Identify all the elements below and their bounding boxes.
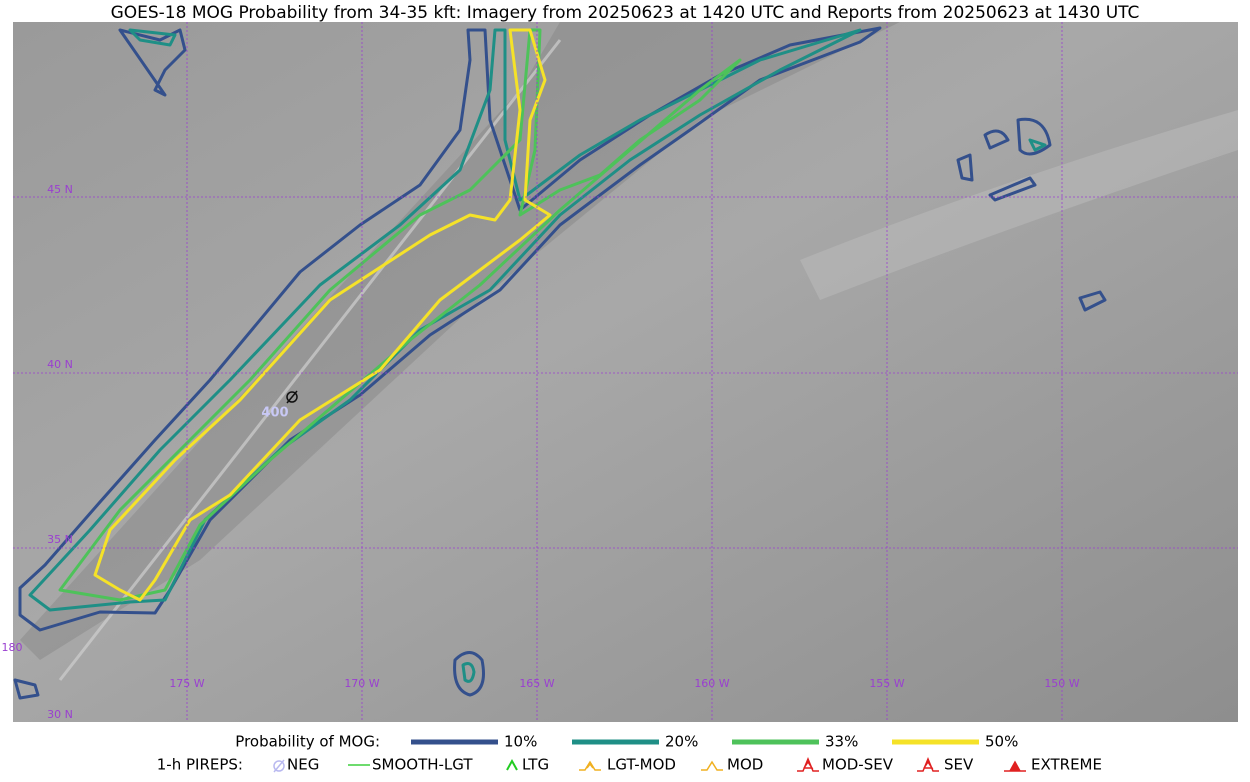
legend-label: EXTREME <box>1031 756 1102 774</box>
lon-label: 175 W <box>169 677 204 690</box>
map: 45 N 40 N 35 N 30 N 180 175 W 170 W 165 W 160 W 1… <box>2 22 1238 722</box>
lat-label: 35 N <box>47 533 73 546</box>
legend-label: MOD-SEV <box>822 756 894 774</box>
legend-title: Probability of MOG: <box>235 733 380 751</box>
legend-label: LGT-MOD <box>607 756 676 774</box>
legend-label: 20% <box>665 733 698 751</box>
geo-labels: 45 N 40 N 35 N 30 N 180 175 W 170 W 165 W 160 W 1… <box>2 183 1080 721</box>
pirep-icon <box>917 757 939 772</box>
lon-label: 155 W <box>869 677 904 690</box>
dry-band <box>20 22 900 660</box>
pirep-icon <box>797 757 819 772</box>
lon-label: 165 W <box>519 677 554 690</box>
legend: Probability of MOG: 10% 20% 33% 50% 1-h PIREP… <box>157 733 1102 774</box>
pirep-report: 400 <box>261 390 298 421</box>
legend-label: 10% <box>504 733 537 751</box>
pirep-icon <box>579 760 601 771</box>
legend-label: LTG <box>522 756 549 774</box>
icon <box>273 760 285 772</box>
legend-label: SEV <box>944 756 974 774</box>
contours <box>13 26 1107 700</box>
lat-label: 30 N <box>47 708 73 721</box>
icon <box>1004 760 1026 772</box>
lat-label: 40 N <box>47 358 73 371</box>
lon-label: 180 <box>2 641 23 654</box>
legend-label: NEG <box>287 756 319 774</box>
report-label: 400 <box>261 406 288 421</box>
icon <box>273 759 285 773</box>
legend-label: 50% <box>985 733 1018 751</box>
icon <box>579 760 601 771</box>
legend-label: 33% <box>825 733 858 751</box>
neg-icon <box>286 391 298 403</box>
legend-label: SMOOTH-LGT <box>372 756 473 774</box>
pirep-icon <box>506 758 518 771</box>
graticule <box>13 22 1238 722</box>
lat-label: 45 N <box>47 183 73 196</box>
neg-icon-slash <box>286 390 298 404</box>
legend-label: MOD <box>727 756 763 774</box>
cloud <box>800 110 1238 300</box>
lon-label: 150 W <box>1044 677 1079 690</box>
legend-title: 1-h PIREPS: <box>157 756 243 774</box>
jet-streak <box>58 39 562 681</box>
title: GOES-18 MOG Probability from 34-35 kft: … <box>111 3 1140 23</box>
pirep-icon <box>701 760 723 771</box>
icon <box>797 757 819 772</box>
lon-label: 170 W <box>344 677 379 690</box>
lon-label: 160 W <box>694 677 729 690</box>
icon <box>506 758 518 771</box>
icon <box>701 760 723 771</box>
pirep-icon <box>273 759 285 773</box>
pirep-icon <box>1004 760 1026 772</box>
icon <box>917 757 939 772</box>
